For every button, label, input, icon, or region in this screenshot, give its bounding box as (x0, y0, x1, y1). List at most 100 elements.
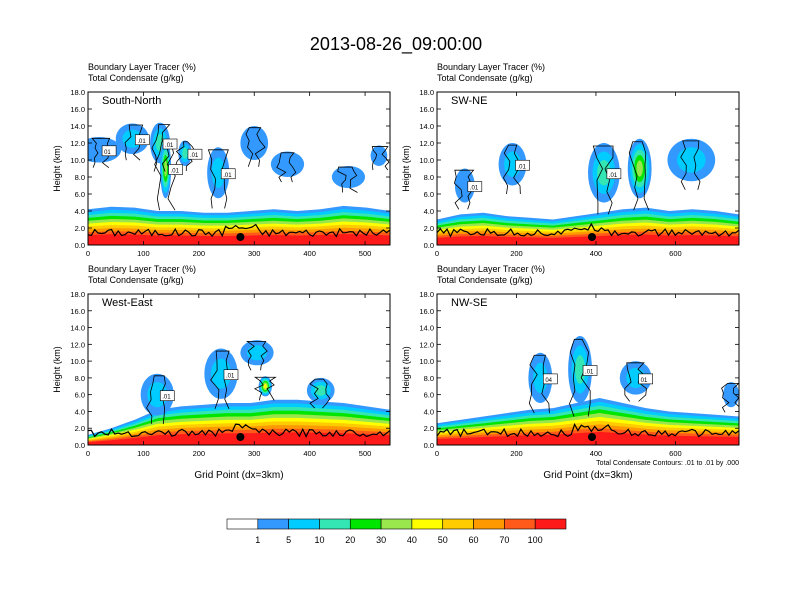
condensate-contour (502, 144, 521, 195)
colorbar-swatch-8 (473, 518, 505, 530)
condensate-contour (124, 124, 144, 161)
panel-title-line-2: Total Condensate (g/kg) (88, 73, 184, 83)
y-tick-label: 4.0 (75, 407, 85, 416)
x-tick-label: 200 (193, 249, 206, 258)
colorbar-swatch-3 (319, 518, 351, 530)
y-tick-label: 8.0 (75, 173, 85, 182)
x-tick-label: 100 (137, 249, 150, 258)
colorbar-swatch-6 (411, 518, 444, 530)
panel-title-line-1: Boundary Layer Tracer (%) (88, 62, 196, 72)
colorbar-swatch-9 (504, 518, 536, 530)
contour-label-box (168, 164, 183, 175)
contour-label: .01 (518, 164, 527, 170)
x-tick-label: 0 (86, 449, 90, 458)
tracer-cloud-4-level-3 (314, 385, 327, 396)
y-tick-label: 8.0 (75, 374, 85, 383)
x-tick-label: 300 (248, 249, 261, 258)
location-marker (587, 433, 596, 441)
y-tick-label: 2.0 (75, 424, 85, 433)
contour-label-box (606, 168, 622, 180)
tracer-cloud-4-level-2 (677, 147, 706, 173)
contour-label-box (187, 148, 203, 160)
x-axis-label: Grid Point (dx=3km) (543, 470, 632, 481)
panel-title-line-2: Total Condensate (g/kg) (437, 73, 533, 83)
x-tick-label: 200 (510, 449, 523, 458)
condensate-contour (528, 354, 550, 414)
contour-label-box (220, 168, 236, 180)
y-tick-label: 14.0 (419, 122, 434, 131)
y-tick-label: 12.0 (419, 139, 434, 148)
contour-label-box (467, 181, 483, 192)
plot-area (437, 335, 739, 445)
y-tick-label: 14.0 (419, 324, 434, 333)
colorbar-swatch-7 (442, 518, 474, 530)
terrain-line (88, 223, 390, 238)
contour-label-box (135, 134, 150, 146)
panel-title-line-2: Total Condensate (g/kg) (88, 275, 184, 285)
x-tick-label: 0 (435, 249, 439, 258)
panel-title-line-1: Boundary Layer Tracer (%) (437, 264, 545, 274)
x-tick-label: 400 (590, 249, 603, 258)
y-tick-label: 6.0 (75, 190, 85, 199)
condensate-contour (253, 376, 277, 401)
y-tick-label: 18.0 (419, 290, 434, 299)
tracer-cloud-4-level-3 (182, 147, 188, 159)
y-tick-label: 4.0 (75, 207, 85, 216)
colorbar-swatch-5 (380, 518, 413, 530)
condensate-contour (245, 127, 266, 167)
figure-title: 2013-08-26_09:00:00 (310, 34, 482, 55)
condensate-contour (453, 169, 475, 210)
condensate-contour (721, 382, 739, 413)
colorbar-label: 5 (286, 535, 291, 545)
y-tick-label: 12.0 (419, 340, 434, 349)
tracer-cloud-8-level-1 (331, 165, 366, 189)
tracer-cloud-1-level-3 (574, 355, 586, 384)
colorbar-swatch-10 (534, 518, 567, 530)
x-tick-label: 500 (359, 449, 372, 458)
colorbar-label: 100 (528, 535, 543, 545)
contour-label: 01 (104, 150, 111, 156)
condensate-contour (569, 338, 591, 417)
y-tick-label: 6.0 (424, 391, 434, 400)
colorbar-label: 70 (499, 535, 509, 545)
x-tick-label: 600 (669, 249, 682, 258)
y-tick-label: 18.0 (70, 88, 85, 97)
y-tick-label: 18.0 (70, 290, 85, 299)
tracer-cloud-3-level-5 (636, 160, 643, 177)
condensate-contour (146, 375, 166, 425)
contour-label-box (515, 159, 530, 171)
y-tick-label: 16.0 (70, 105, 85, 114)
y-tick-label: 2.0 (424, 224, 434, 233)
plot-area (88, 340, 390, 445)
y-tick-label: 14.0 (70, 122, 85, 131)
condensate-contour (680, 140, 701, 190)
x-tick-label: 100 (137, 449, 150, 458)
panel-label: South-North (102, 95, 161, 107)
y-tick-label: 8.0 (424, 374, 434, 383)
colorbar-label: 1 (255, 535, 260, 545)
y-tick-label: 18.0 (419, 88, 434, 97)
x-tick-label: 600 (669, 449, 682, 458)
condensate-contour (245, 340, 268, 371)
y-axis-label: Height (km) (52, 145, 62, 192)
y-tick-label: 10.0 (419, 357, 434, 366)
plot-area (437, 138, 739, 245)
y-tick-label: 16.0 (419, 307, 434, 316)
condensate-contour (151, 124, 171, 172)
location-marker (236, 233, 245, 241)
x-tick-label: 400 (303, 449, 316, 458)
tracer-cloud-5-level-2 (211, 157, 225, 189)
terrain-line (437, 422, 739, 438)
tracer-cloud-2-level-2 (247, 345, 267, 361)
contour-footnote: Total Condensate Contours: .01 to .01 by… (596, 460, 739, 467)
y-tick-label: 2.0 (75, 224, 85, 233)
terrain-line (88, 423, 390, 438)
terrain-line (437, 222, 739, 238)
contour-label: .01 (470, 186, 479, 192)
colorbar-label: 30 (376, 535, 386, 545)
y-tick-label: 14.0 (70, 324, 85, 333)
panel-west-east: .01 .01 West-East Boundary Layer Tracer (%)… (52, 264, 391, 481)
y-tick-label: 12.0 (70, 139, 85, 148)
contour-label-box (159, 390, 175, 401)
panel-label: West-East (102, 297, 153, 309)
